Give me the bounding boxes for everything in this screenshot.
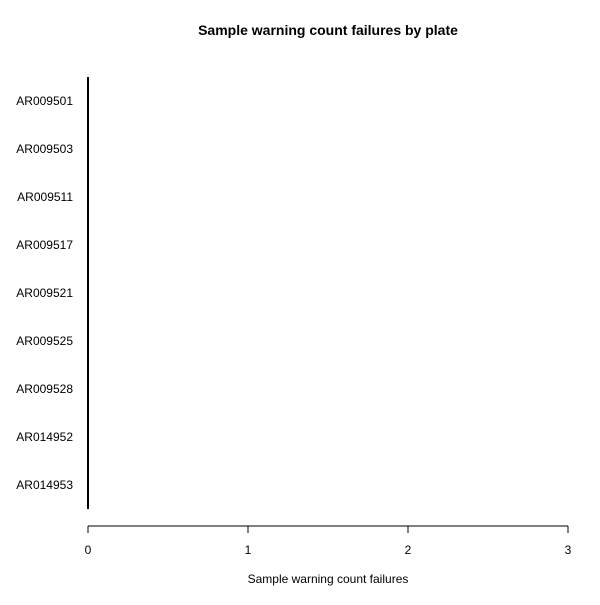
x-tick-label: 1: [245, 543, 252, 557]
y-tick-label: AR014953: [16, 478, 73, 492]
y-tick-label: AR009521: [16, 286, 73, 300]
y-tick-label: AR009528: [16, 382, 73, 396]
y-tick-label: AR009503: [16, 142, 73, 156]
y-tick-label: AR014952: [16, 430, 73, 444]
y-tick-label: AR009501: [16, 94, 73, 108]
x-tick-label: 2: [405, 543, 412, 557]
x-tick-label: 3: [565, 543, 572, 557]
x-axis: 0 1 2 3: [85, 525, 572, 557]
x-axis-label: Sample warning count failures: [248, 572, 409, 586]
y-tick-label: AR009517: [16, 238, 73, 252]
x-tick-label: 0: [85, 543, 92, 557]
chart-title: Sample warning count failures by plate: [198, 22, 458, 38]
y-axis: AR014953 AR014952 AR009528 AR009525 AR009521…: [16, 77, 89, 509]
y-tick-label: AR009525: [16, 334, 73, 348]
y-tick-label: AR009511: [17, 190, 73, 204]
